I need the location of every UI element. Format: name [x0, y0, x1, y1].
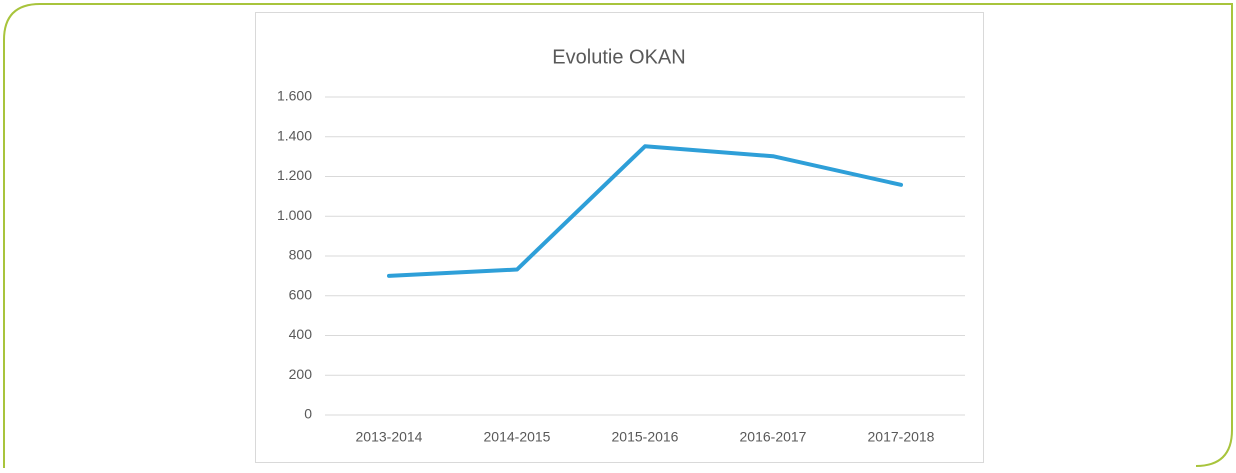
y-tick-label: 200	[289, 366, 313, 382]
y-tick-label: 600	[289, 286, 313, 302]
y-tick-label: 1.000	[277, 207, 312, 223]
y-tick-label: 400	[289, 326, 313, 342]
y-tick-label: 800	[289, 247, 313, 263]
x-tick-label: 2017-2018	[868, 429, 935, 445]
y-tick-label: 1.200	[277, 167, 312, 183]
y-tick-label: 0	[304, 406, 312, 422]
chart-area	[255, 12, 984, 463]
y-tick-label: 1.400	[277, 127, 312, 143]
x-tick-label: 2015-2016	[612, 429, 679, 445]
x-tick-label: 2013-2014	[356, 429, 423, 445]
x-tick-label: 2014-2015	[484, 429, 551, 445]
frame-border	[3, 3, 1233, 468]
chart-title: Evolutie OKAN	[552, 46, 685, 68]
data-line	[387, 144, 903, 278]
x-tick-label: 2016-2017	[740, 429, 807, 445]
y-tick-label: 1.600	[277, 88, 312, 104]
